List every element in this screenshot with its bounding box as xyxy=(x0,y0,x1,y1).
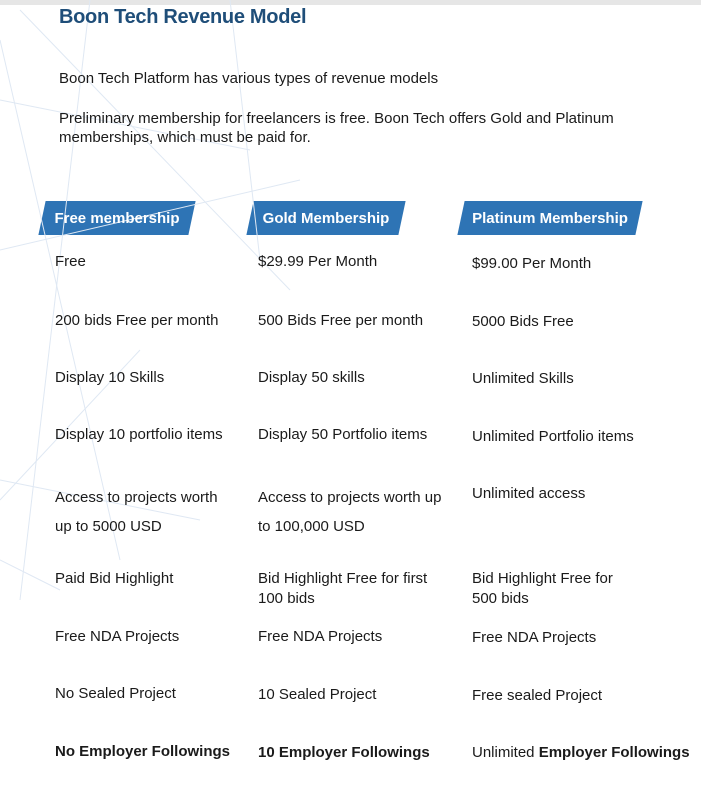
feature-cell-free: Display 10 Skills xyxy=(55,368,164,388)
feature-text: Free NDA Projects xyxy=(472,629,597,646)
feature-cell-gold: Display 50 skills xyxy=(258,368,365,388)
feature-cell-gold: 500 Bids Free per month xyxy=(258,311,423,331)
feature-cell-free: Paid Bid Highlight xyxy=(55,569,173,589)
feature-cell-free: Free xyxy=(55,252,86,272)
feature-cell-platinum: Unlimited access xyxy=(472,484,585,504)
feature-cell-gold: Access to projects worth up to 100,000 US… xyxy=(258,483,441,541)
feature-cell-gold: Bid Highlight Free for first 100 bids xyxy=(258,569,427,609)
feature-text: Display 50 skills xyxy=(258,369,365,386)
feature-cell-free: Access to projects worth up to 5000 USD xyxy=(55,483,218,541)
feature-text: Access to projects worth up xyxy=(258,489,442,506)
feature-cell-platinum: Unlimited Employer Followings xyxy=(472,743,690,763)
feature-text: Free sealed Project xyxy=(472,687,603,704)
feature-text: 5000 Bids Free xyxy=(472,313,574,330)
feature-text: Unlimited Skills xyxy=(472,370,574,387)
feature-text: Free xyxy=(55,253,86,270)
feature-cell-free: Free NDA Projects xyxy=(55,627,179,647)
feature-text: up to 5000 USD xyxy=(55,518,162,535)
feature-text: Paid Bid Highlight xyxy=(55,570,174,587)
feature-text: to 100,000 USD xyxy=(258,518,365,535)
feature-text: $29.99 Per Month xyxy=(258,253,378,270)
feature-cell-gold: Display 50 Portfolio items xyxy=(258,425,427,445)
feature-text: Unlimited access xyxy=(472,485,586,502)
plan-header-free: Free membership xyxy=(42,201,192,235)
feature-text: Unlimited Portfolio items xyxy=(472,428,634,445)
feature-text: 10 Sealed Project xyxy=(258,686,377,703)
feature-cell-platinum: Bid Highlight Free for 500 bids xyxy=(472,569,613,609)
feature-text: $99.00 Per Month xyxy=(472,255,592,272)
description-text: Preliminary membership for freelancers i… xyxy=(59,110,614,146)
feature-cell-gold: Free NDA Projects xyxy=(258,627,382,647)
feature-cell-platinum: Free NDA Projects xyxy=(472,628,596,648)
page-title: Boon Tech Revenue Model xyxy=(59,6,307,28)
intro-text: Boon Tech Platform has various types of … xyxy=(59,70,439,87)
feature-text: Bid Highlight Free for xyxy=(472,570,613,587)
top-border xyxy=(0,0,701,5)
feature-text: Bid Highlight Free for first xyxy=(258,570,428,587)
feature-text: Employer Followings xyxy=(538,744,690,761)
feature-text: 10 Employer Followings xyxy=(258,744,430,761)
feature-cell-free: 200 bids Free per month xyxy=(55,311,218,331)
plan-header-platinum: Platinum Membership xyxy=(461,201,639,235)
feature-text: Free NDA Projects xyxy=(55,628,180,645)
feature-cell-platinum: Free sealed Project xyxy=(472,686,602,706)
feature-cell-platinum: Unlimited Skills xyxy=(472,369,574,389)
feature-text: No Sealed Project xyxy=(55,685,176,702)
feature-cell-free: Display 10 portfolio items xyxy=(55,425,223,445)
feature-text: Display 10 Skills xyxy=(55,369,165,386)
feature-text: Unlimited xyxy=(472,744,539,761)
feature-text: Display 10 portfolio items xyxy=(55,426,223,443)
feature-cell-platinum: $99.00 Per Month xyxy=(472,254,591,274)
feature-cell-platinum: Unlimited Portfolio items xyxy=(472,427,634,447)
feature-text: No Employer Followings xyxy=(55,743,231,760)
feature-cell-gold: 10 Employer Followings xyxy=(258,743,430,763)
plan-header-gold: Gold Membership xyxy=(250,201,402,235)
feature-cell-free: No Employer Followings xyxy=(55,742,230,762)
feature-text: 100 bids xyxy=(258,590,315,607)
feature-cell-gold: $29.99 Per Month xyxy=(258,252,377,272)
feature-text: 500 Bids Free per month xyxy=(258,312,424,329)
feature-text: Access to projects worth xyxy=(55,489,218,506)
feature-cell-free: No Sealed Project xyxy=(55,684,176,704)
feature-cell-platinum: 5000 Bids Free xyxy=(472,312,574,332)
feature-text: 500 bids xyxy=(472,590,529,607)
feature-text: Display 50 Portfolio items xyxy=(258,426,428,443)
feature-text: Free NDA Projects xyxy=(258,628,383,645)
feature-cell-gold: 10 Sealed Project xyxy=(258,685,376,705)
feature-text: 200 bids Free per month xyxy=(55,312,219,329)
